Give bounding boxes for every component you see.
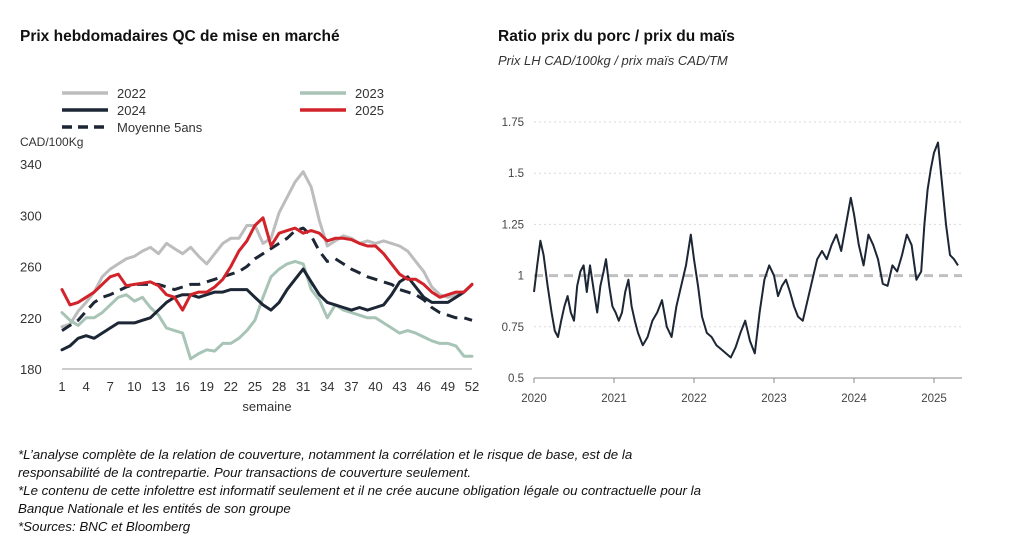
y-tick-label: 1: [518, 271, 524, 283]
x-tick-label: 7: [107, 379, 114, 394]
x-tick-label: 2020: [521, 393, 547, 405]
legend-label: 2022: [117, 86, 146, 101]
series-line-moyenne-5ans: [61, 226, 473, 332]
y-tick-label: 260: [20, 260, 42, 275]
x-tick-label: 2025: [921, 393, 947, 405]
x-tick-label: 16: [175, 379, 189, 394]
x-axis-title: semaine: [242, 399, 291, 414]
series-line-2022: [60, 170, 474, 329]
x-tick-label: 46: [417, 379, 431, 394]
footnote-line: *Le contenu de cette infolettre est info…: [18, 483, 702, 498]
y-tick-label: 1.25: [502, 219, 524, 231]
x-tick-label: 2022: [681, 393, 707, 405]
x-tick-label: 25: [248, 379, 262, 394]
y-axis-unit: CAD/100Kg: [20, 135, 83, 149]
x-tick-label: 37: [344, 379, 358, 394]
y-tick-label: 1.5: [508, 168, 524, 180]
footnotes: *L’analyse complète de la relation de co…: [18, 446, 701, 536]
x-tick-label: 19: [199, 379, 213, 394]
right-chart-subtitle: Prix LH CAD/100kg / prix maïs CAD/TM: [498, 53, 728, 68]
x-tick-label: 52: [465, 379, 479, 394]
footnote-line: *L’analyse complète de la relation de co…: [18, 447, 633, 462]
x-tick-label: 31: [296, 379, 310, 394]
legend-label: 2024: [117, 103, 146, 118]
legend-label: 2023: [355, 86, 384, 101]
x-tick-label: 10: [127, 379, 141, 394]
y-tick-label: 220: [20, 311, 42, 326]
y-tick-label: 1.75: [502, 117, 524, 129]
y-tick-label: 180: [20, 362, 42, 377]
x-tick-label: 1: [58, 379, 65, 394]
x-tick-label: 13: [151, 379, 165, 394]
x-tick-label: 40: [368, 379, 382, 394]
x-tick-label: 49: [441, 379, 455, 394]
y-tick-label: 0.75: [502, 322, 524, 334]
legend-label: 2025: [355, 103, 384, 118]
series-line-2024: [60, 267, 474, 352]
legend-label: Moyenne 5ans: [117, 120, 203, 135]
x-tick-label: 22: [224, 379, 238, 394]
x-tick-label: 28: [272, 379, 286, 394]
x-tick-label: 2024: [841, 393, 867, 405]
footnote-line: responsabilité de la contrepartie. Pour …: [18, 465, 472, 480]
y-tick-label: 340: [20, 157, 42, 172]
x-tick-label: 4: [83, 379, 90, 394]
footnote-line: Banque Nationale et les entités de son g…: [18, 501, 291, 516]
series-line-2023: [60, 259, 474, 361]
x-tick-label: 2021: [601, 393, 627, 405]
x-tick-label: 34: [320, 379, 334, 394]
footnote-line: *Sources: BNC et Bloomberg: [18, 519, 191, 534]
y-tick-label: 300: [20, 208, 42, 223]
x-tick-label: 43: [392, 379, 406, 394]
x-tick-label: 2023: [761, 393, 787, 405]
y-tick-label: 0.5: [508, 373, 524, 385]
series-line-2025: [60, 216, 474, 312]
ratio-series-line: [533, 141, 959, 359]
left-chart-title: Prix hebdomadaires QC de mise en marché: [20, 28, 340, 45]
right-chart-title: Ratio prix du porc / prix du maïs: [498, 28, 735, 45]
